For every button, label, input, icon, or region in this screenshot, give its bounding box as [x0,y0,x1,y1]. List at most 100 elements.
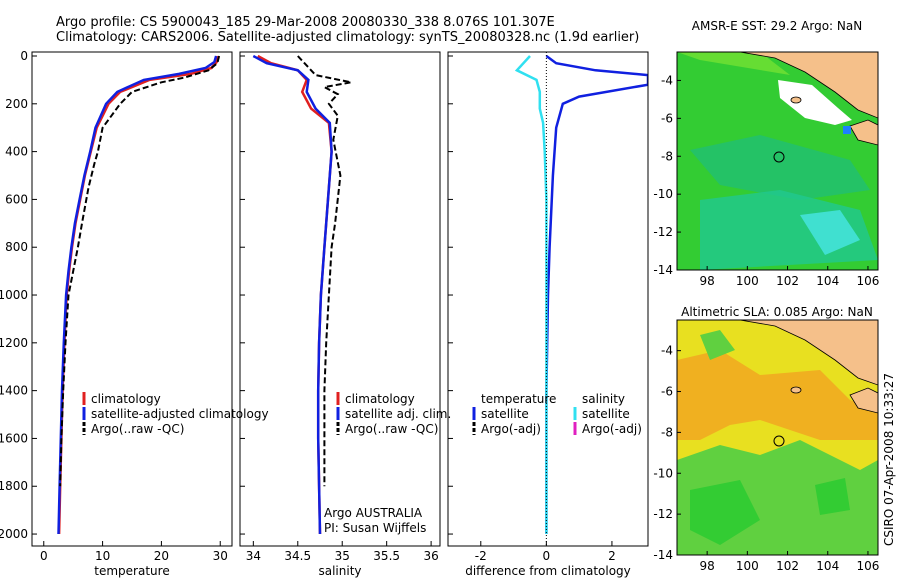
difference-axes-frame [447,51,649,547]
sla-map-ytick-label: -8 [661,425,673,439]
sla-orange-band [677,350,878,440]
credit-timestamp: CSIRO 07-Apr-2008 10:33:27 [882,373,896,546]
sla-map-ytick-label: -14 [653,548,673,562]
difference-xtick-label: 2 [608,549,616,563]
temperature-ytick-label: 1200 [0,336,28,350]
argo-pi-annotation: PI: Susan Wijffels [324,521,426,535]
difference-series-temperature-satellite [545,54,648,534]
sla-map-xtick-label: 98 [700,559,715,573]
salinity-xtick-label: 34.5 [284,549,311,563]
temperature-ytick-label: 1800 [0,479,28,493]
legend-label-climatology: climatology [91,392,161,406]
temperature-xtick-label: 30 [213,549,228,563]
temperature-ytick-label: 1000 [0,288,28,302]
sst-blue-pixel [843,126,851,134]
sla-map-frame [676,319,879,556]
legend-label-argo: Argo(..raw -QC) [91,422,184,436]
difference-series-salinity-satellite [514,55,548,534]
sst-map-ytick-label: -12 [653,225,673,239]
salinity-xlabel: salinity [318,564,361,578]
temperature-xtick-label: 0 [40,549,48,563]
temperature-xlabel: temperature [94,564,169,578]
legend-heading-salinity: salinity [582,392,625,406]
salinity-xtick-label: 35.5 [373,549,400,563]
temperature-series-argo-raw-qc- [59,55,221,487]
difference-xtick-label: 0 [543,549,551,563]
temperature-panel: 0 10 20 30 0 200 400 600 800 1000 1200 1400 1600 180… [0,49,269,578]
sla-map-panel: Altimetric SLA: 0.085 Argo: NaN 98 100 102… [653,305,879,573]
salinity-legend: climatology satellite adj. clim. Argo(..… [336,392,451,436]
temperature-series-climatology [57,55,220,535]
sla-map-field [677,320,878,555]
sst-map-xtick-label: 102 [776,274,799,288]
argo-float-marker [773,435,785,447]
difference-xlabel: difference from climatology [465,564,631,578]
java-landmass [849,387,878,414]
sst-map-ytick-label: -14 [653,263,673,277]
sst-cool-patch [690,135,870,200]
sla-dark-green-patch-east [815,478,850,515]
salinity-xtick-label: 34 [246,549,261,563]
sla-map-title: Altimetric SLA: 0.085 Argo: NaN [681,305,873,319]
sst-map-frame [676,51,879,271]
temperature-ytick-label: 400 [5,145,28,159]
temperature-legend: climatology satellite-adjusted climatolo… [82,392,269,436]
sla-map-ytick-label: -10 [653,466,673,480]
difference-legend: temperature satellite Argo(-adj) salinit… [472,392,642,436]
legend-label-sal-satellite: satellite [582,407,630,421]
legend-label-argo: Argo(..raw -QC) [345,422,438,436]
temperature-axes-frame [31,51,233,547]
argo-institution-annotation: Argo AUSTRALIA [324,506,423,520]
difference-panel: -2 0 2 difference from climatology tempera… [447,51,649,578]
salinity-panel: 34 34.5 35 35.5 36 salinity climatology sate… [239,51,451,578]
sla-map-xtick-label: 100 [736,559,759,573]
sla-map-xtick-label: 104 [816,559,839,573]
sst-map-title: AMSR-E SST: 29.2 Argo: NaN [692,19,862,33]
temperature-ytick-label: 200 [5,97,28,111]
sumatra-landmass [739,320,878,386]
sla-map-ytick-label: -12 [653,507,673,521]
temperature-ytick-label: 1600 [0,431,28,445]
sst-map-ytick-label: -6 [661,111,673,125]
sst-map-xtick-label: 106 [856,274,879,288]
legend-label-climatology: climatology [345,392,415,406]
sst-missing-data [778,80,852,125]
sst-warm-patch [677,52,790,75]
salinity-xtick-label: 36 [423,549,438,563]
argo-float-marker [773,151,785,163]
temperature-ytick-label: 1400 [0,384,28,398]
plot-title-line-2: Climatology: CARS2006. Satellite-adjuste… [56,30,640,45]
sst-map-ytick-label: -4 [661,73,673,87]
sla-map-xtick-label: 102 [776,559,799,573]
sst-map-xtick-label: 98 [700,274,715,288]
temperature-ytick-label: 0 [20,49,28,63]
island-icon [790,96,802,104]
salinity-series-satellite-adj-clim- [252,54,333,535]
sumatra-landmass [739,52,878,119]
salinity-series-argo-raw-qc- [297,55,352,487]
plot-title-line-1: Argo profile: CS 5900043_185 29-Mar-2008… [56,15,555,30]
sla-map-ytick-label: -6 [661,385,673,399]
legend-label-temp-satellite: satellite [481,407,529,421]
sst-map-xtick-label: 104 [816,274,839,288]
difference-xtick-label: -2 [475,549,487,563]
sla-map-ytick-label: -4 [661,344,673,358]
legend-label-satellite: satellite adj. clim. [345,407,451,421]
temperature-xtick-label: 10 [95,549,110,563]
temperature-series-satellite-adjusted-climatology [57,55,218,535]
sla-map-xtick-label: 106 [856,559,879,573]
sst-map-xtick-label: 100 [736,274,759,288]
legend-label-satellite-adjusted: satellite-adjusted climatology [91,407,269,421]
java-landmass [849,119,878,146]
sst-cyan-patch [800,210,860,255]
salinity-xtick-label: 35 [335,549,350,563]
sla-green-patch [700,330,735,360]
sla-dark-green-patch [690,480,760,545]
sst-map-field [677,52,878,270]
temperature-ytick-label: 800 [5,240,28,254]
sst-map-ytick-label: -8 [661,149,673,163]
sst-map-ytick-label: -10 [653,187,673,201]
salinity-axes-frame [239,51,441,547]
temperature-xtick-label: 20 [154,549,169,563]
